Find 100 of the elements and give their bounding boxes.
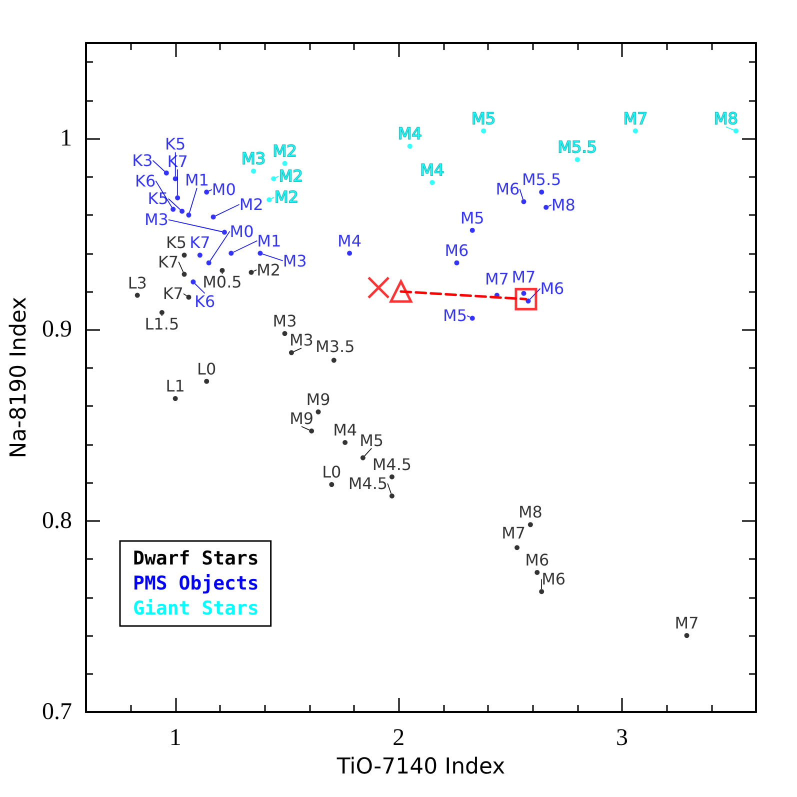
point: [220, 268, 225, 273]
point: [309, 428, 314, 434]
text: Giant Stars: [133, 598, 259, 620]
data-label: M5.5: [522, 170, 562, 190]
point: [360, 455, 366, 460]
y-tick-label: 0.9: [42, 316, 72, 343]
x-axis-title: TiO-7140 Index: [336, 754, 506, 780]
data-label: M1: [184, 170, 209, 190]
y-tick-label: 0.8: [42, 508, 72, 534]
data-label: M4: [398, 124, 422, 144]
point: [367, 276, 390, 299]
point: [526, 298, 531, 304]
point: [514, 288, 538, 310]
point: [514, 545, 520, 550]
point: [251, 168, 256, 174]
data-label: M7: [512, 267, 536, 286]
x-tick-label: 1: [169, 725, 182, 751]
data-label: K5: [148, 189, 168, 208]
point: [204, 190, 210, 195]
data-label: M4.5: [348, 474, 388, 494]
data-label: M6: [496, 180, 520, 199]
data-label: K5: [166, 233, 187, 252]
data-label: M3: [272, 312, 297, 331]
data-label: M6: [540, 279, 564, 298]
point: [574, 157, 580, 162]
point: [539, 190, 544, 195]
point: [134, 292, 140, 298]
point: [206, 260, 212, 266]
data-label: M9: [306, 390, 330, 409]
data-label: K7: [158, 252, 179, 272]
data-label: M7: [502, 524, 526, 543]
data-label: M6: [444, 240, 469, 260]
data-label: M6: [525, 550, 550, 570]
data-label: M3.5: [316, 336, 355, 356]
point: [534, 570, 540, 575]
data-label: M7: [674, 614, 699, 633]
data-label: M9: [290, 409, 314, 428]
data-label: M6: [542, 570, 566, 589]
data-label: L1: [166, 376, 185, 396]
point: [197, 252, 202, 258]
data-label: M3: [289, 330, 314, 350]
data-label: K3: [132, 150, 153, 170]
data-label: L1.5: [144, 314, 180, 334]
point: [342, 440, 348, 445]
data-label: M7: [484, 269, 509, 288]
data-label: M2: [239, 194, 264, 214]
data-label: M0: [230, 222, 254, 241]
text: Dwarf Stars: [133, 548, 259, 570]
point: [248, 270, 254, 275]
data-label: L0: [197, 359, 216, 378]
data-label: M5.5: [558, 138, 597, 157]
data-label: M4.5: [372, 454, 412, 474]
point: [430, 180, 435, 186]
point: [521, 199, 526, 204]
data-label: M0.5: [202, 272, 242, 292]
data-label: M2: [272, 141, 297, 160]
data-label: L0: [322, 462, 342, 482]
data-label: K7: [162, 284, 184, 304]
point: [266, 197, 272, 202]
point: [282, 160, 288, 166]
point: [390, 280, 412, 303]
point: [164, 170, 169, 176]
data-label: M5: [443, 306, 468, 326]
point: [407, 144, 412, 149]
point: [182, 252, 187, 258]
point: [454, 260, 460, 266]
data-label: M4: [338, 231, 362, 250]
point: [632, 128, 638, 134]
point: [172, 176, 178, 182]
point: [186, 294, 192, 300]
data-label: M3: [282, 251, 307, 270]
point: [684, 633, 690, 638]
y-tick-label: 0.7: [42, 699, 72, 725]
point: [389, 474, 394, 480]
point: [271, 176, 276, 182]
point: [170, 206, 176, 212]
point: [210, 214, 216, 220]
point: [521, 290, 526, 296]
data-label: M4: [333, 420, 358, 440]
x-tick-label: 3: [616, 725, 628, 751]
data-label: K5: [164, 134, 186, 154]
data-label: M3: [242, 149, 266, 168]
data-label: M1: [257, 231, 282, 250]
data-label: L3: [128, 273, 147, 292]
point: [159, 310, 164, 316]
point: [228, 250, 234, 256]
point: [172, 396, 178, 402]
data-label: M5: [360, 430, 384, 450]
point: [331, 358, 336, 363]
data-label: M7: [623, 108, 648, 128]
data-label: M0: [212, 180, 236, 200]
data-label: K7: [190, 233, 210, 252]
point: [190, 279, 196, 284]
y-axis-title: Na-8190 Index: [6, 296, 32, 458]
data-label: K6: [135, 171, 156, 190]
data-label: M3: [144, 210, 168, 230]
data-label: M2: [278, 166, 303, 186]
point: [180, 208, 185, 214]
point: [182, 272, 187, 277]
point: [204, 378, 210, 384]
